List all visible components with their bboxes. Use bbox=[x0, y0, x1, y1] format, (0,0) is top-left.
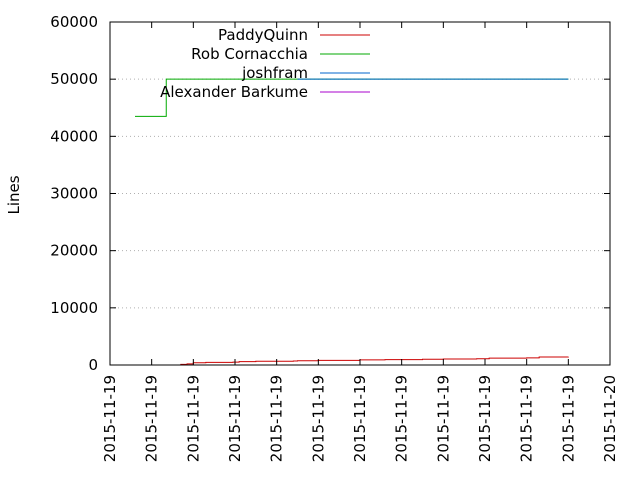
legend-label: Alexander Barkume bbox=[160, 83, 308, 101]
y-tick-label: 50000 bbox=[50, 70, 98, 88]
x-tick-label: 2015-11-19 bbox=[393, 375, 411, 462]
y-tick-label: 40000 bbox=[50, 127, 98, 145]
x-tick-label: 2015-11-19 bbox=[268, 375, 286, 462]
y-axis: 0 10000 20000 30000 40000 50000 60000 bbox=[50, 13, 610, 374]
x-tick-label: 2015-11-19 bbox=[476, 375, 494, 462]
x-axis: 2015-11-19 2015-11-19 2015-11-19 2015-11-19… bbox=[101, 22, 619, 462]
y-tick-label: 20000 bbox=[50, 242, 98, 260]
x-tick-label: 2015-11-19 bbox=[143, 375, 161, 462]
x-tick-label: 2015-11-19 bbox=[518, 375, 536, 462]
x-tick-label: 2015-11-19 bbox=[226, 375, 244, 462]
x-tick-label: 2015-11-19 bbox=[559, 375, 577, 462]
x-tick-label: 2015-11-19 bbox=[309, 375, 327, 462]
x-tick-label: 2015-11-19 bbox=[351, 375, 369, 462]
legend-label: PaddyQuinn bbox=[218, 26, 308, 44]
x-tick-label: 2015-11-19 bbox=[434, 375, 452, 462]
y-tick-label: 0 bbox=[88, 356, 98, 374]
y-tick-label: 60000 bbox=[50, 13, 98, 31]
series-lines bbox=[135, 78, 569, 366]
y-tick-label: 30000 bbox=[50, 185, 98, 203]
x-tick-label: 2015-11-20 bbox=[601, 375, 619, 462]
x-tick-label: 2015-11-19 bbox=[184, 375, 202, 462]
series-line bbox=[172, 356, 569, 366]
x-tick-label: 2015-11-19 bbox=[101, 375, 119, 462]
legend-label: joshfram bbox=[241, 64, 308, 82]
grid-lines bbox=[110, 78, 610, 309]
y-tick-label: 10000 bbox=[50, 299, 98, 317]
y-axis-label: Lines bbox=[5, 175, 23, 214]
legend-label: Rob Cornacchia bbox=[191, 45, 308, 63]
